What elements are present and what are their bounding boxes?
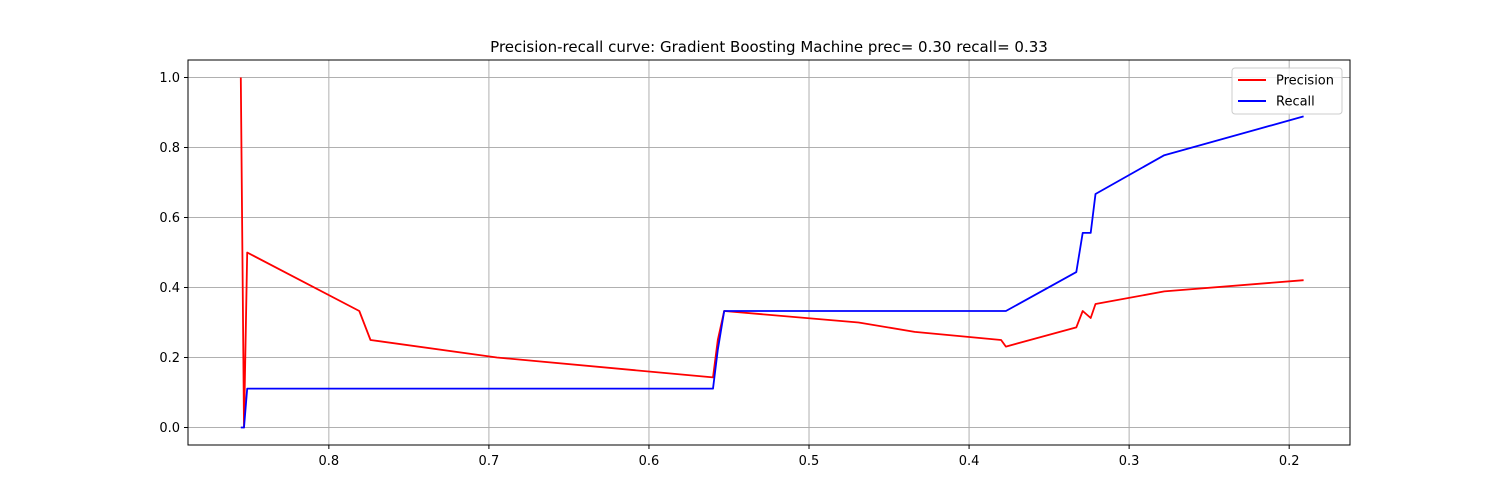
y-tick-label: 0.2 [159,351,180,366]
y-tick-label: 0.6 [159,211,180,226]
x-tick-label: 0.8 [319,454,340,469]
legend-label-precision: Precision [1276,74,1334,89]
y-tick-label: 0.4 [159,281,180,296]
grid-lines [188,60,1350,445]
series-line-recall [240,115,1304,429]
legend-label-recall: Recall [1276,95,1315,110]
y-tick-label: 0.0 [159,421,180,436]
series-line-precision [239,77,1304,429]
x-tick-label: 0.4 [959,454,980,469]
series-lines [239,77,1304,429]
plot-frame [187,59,1351,446]
axis-ticks: 0.8 0.7 0.6 0.5 0.4 0.3 0.2 0.0 0.2 0.4 0.6 0.8 1.0 [159,71,1299,469]
x-tick-label: 0.2 [1279,454,1300,469]
y-tick-label: 1.0 [159,71,180,86]
x-tick-label: 0.7 [479,454,500,469]
x-tick-label: 0.6 [639,454,660,469]
y-tick-label: 0.8 [159,141,180,156]
x-tick-label: 0.3 [1119,454,1140,469]
x-tick-label: 0.5 [799,454,820,469]
legend: Precision Recall [1231,67,1343,115]
chart-title: Precision-recall curve: Gradient Boostin… [490,38,1048,56]
